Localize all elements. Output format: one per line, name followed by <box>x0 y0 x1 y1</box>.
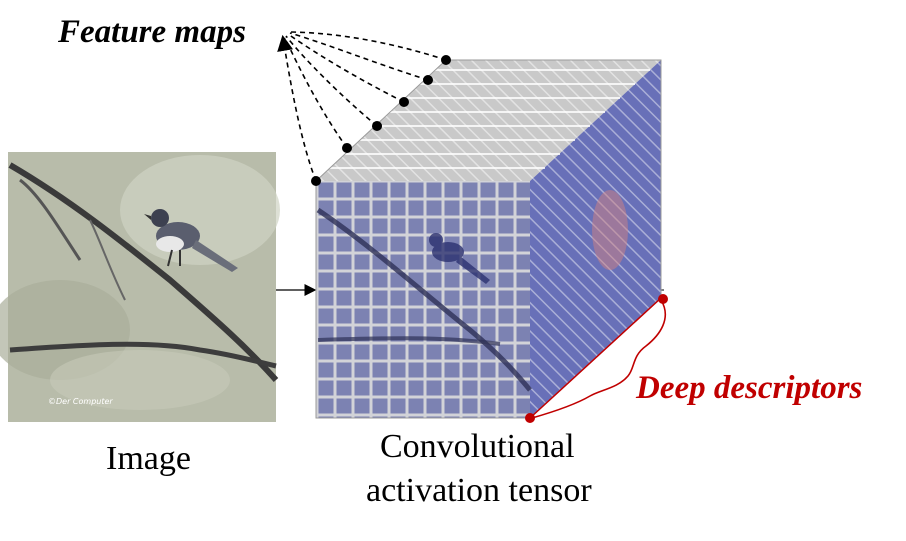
deep-descriptors-label: Deep descriptors <box>636 370 863 406</box>
branch-main <box>8 162 279 382</box>
feature-map-dot <box>342 143 352 153</box>
branch-lower <box>9 341 277 369</box>
feature-map-dot <box>423 75 433 85</box>
descriptor-dot <box>658 294 668 304</box>
image-caption: Image <box>106 440 191 477</box>
tensor-caption-line2: activation tensor <box>366 472 592 509</box>
activation-tensor <box>315 59 662 419</box>
feature-map-dots <box>311 55 451 186</box>
deep-descriptor-brace <box>525 294 668 423</box>
feature-map-dot <box>399 97 409 107</box>
input-image: ©Der Computer <box>0 152 280 422</box>
feature-map-connectors <box>277 31 447 182</box>
image-watermark: ©Der Computer <box>48 397 113 406</box>
descriptor-dot <box>525 413 535 423</box>
feature-maps-label: Feature maps <box>58 14 246 50</box>
feature-map-dot <box>441 55 451 65</box>
feature-map-dot <box>311 176 321 186</box>
bird-icon <box>144 209 238 272</box>
tensor-caption-line1: Convolutional <box>380 428 575 465</box>
feature-map-dot <box>372 121 382 131</box>
